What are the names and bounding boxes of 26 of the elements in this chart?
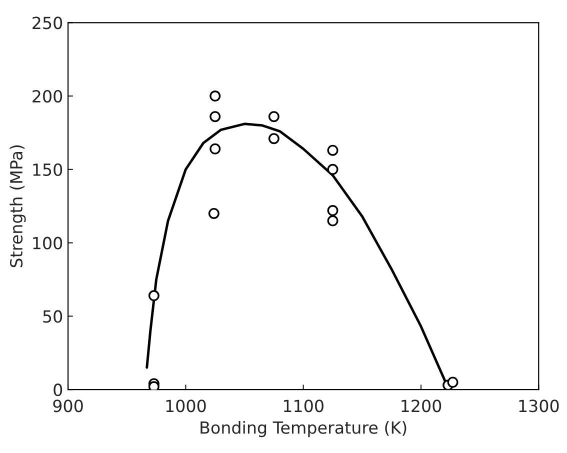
y-tick-label: 200: [32, 90, 62, 103]
point: [210, 111, 221, 122]
y-tick-label: 50: [43, 310, 62, 323]
point: [268, 133, 280, 144]
point: [208, 208, 220, 219]
point: [148, 381, 160, 390]
point: [210, 90, 221, 102]
y-tick-label: 250: [32, 16, 62, 30]
point: [210, 143, 221, 154]
x-tick-label: 900: [53, 400, 83, 412]
x-tick-label: 1100: [284, 400, 324, 412]
x-tick-label: 1000: [166, 400, 206, 412]
point: [327, 144, 338, 156]
y-axis-title: Strength (MPa): [10, 145, 26, 268]
point: [148, 290, 160, 302]
point: [447, 376, 458, 388]
point: [327, 164, 338, 175]
y-tick-label: 100: [33, 236, 62, 250]
x-axis-title: Bonding Temperature (K): [200, 420, 406, 438]
y-tick-label: 0: [54, 384, 62, 396]
x-tick-label: 1300: [519, 400, 559, 412]
x-tick-label: 1200: [402, 400, 442, 412]
y-tick-label: 150: [33, 163, 62, 176]
point: [268, 111, 280, 122]
point: [327, 215, 338, 226]
point: [327, 205, 338, 216]
